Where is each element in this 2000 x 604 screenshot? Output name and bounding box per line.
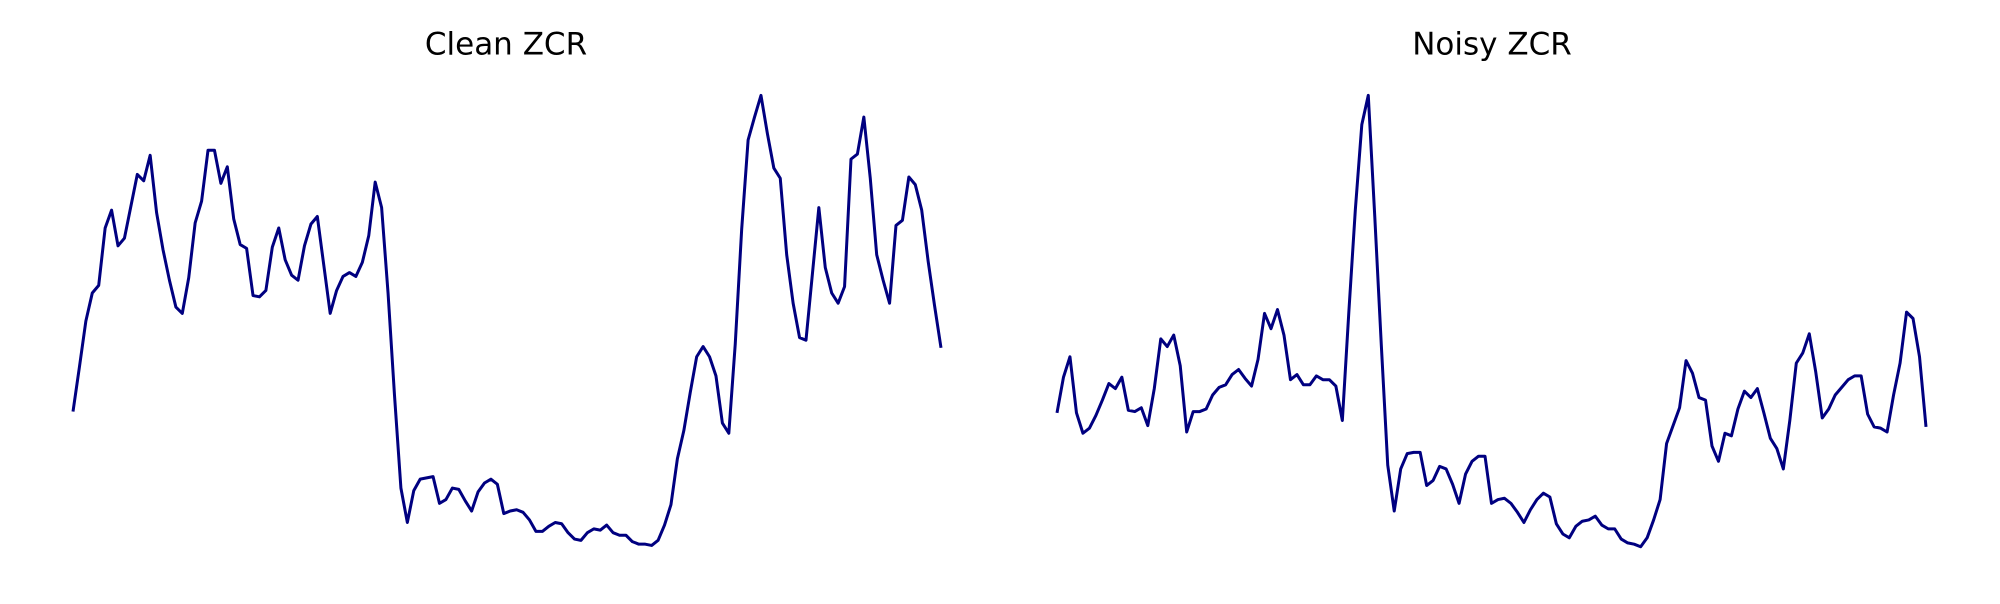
chart-title: Noisy ZCR — [1412, 27, 1572, 63]
zcr-line — [71, 93, 943, 547]
zcr-line — [1055, 93, 1928, 549]
chart-title: Clean ZCR — [425, 27, 587, 63]
